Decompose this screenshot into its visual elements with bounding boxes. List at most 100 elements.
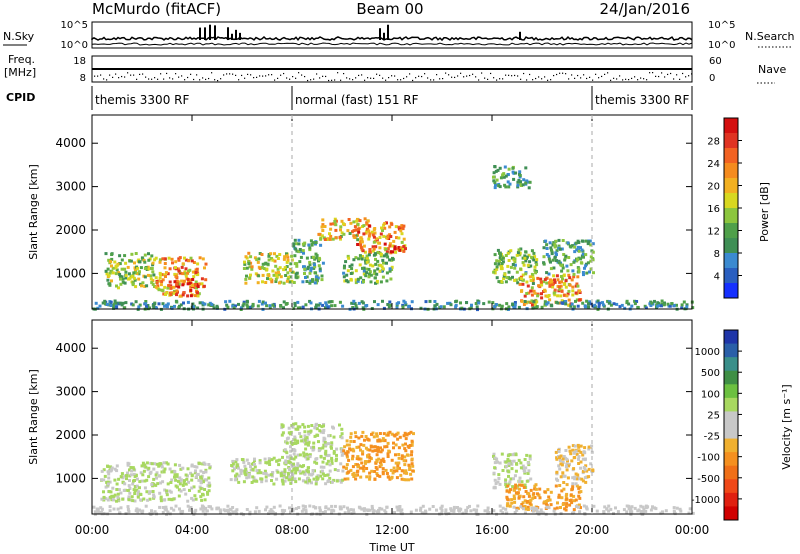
data-cell (507, 482, 511, 486)
data-cell (518, 487, 521, 491)
data-cell (483, 509, 487, 513)
data-cell (343, 477, 347, 481)
data-cell (521, 256, 525, 260)
data-cell (590, 450, 594, 454)
data-cell (642, 507, 646, 511)
data-cell (524, 466, 528, 470)
data-cell (187, 269, 190, 273)
data-cell (151, 282, 155, 286)
data-cell (151, 279, 155, 283)
data-cell (301, 242, 305, 246)
data-cell (373, 449, 377, 453)
data-cell (553, 288, 557, 292)
data-cell (245, 476, 249, 480)
data-cell (148, 490, 152, 494)
data-cell (184, 492, 188, 496)
data-cell (248, 306, 252, 310)
data-cell (553, 243, 557, 247)
data-cell (521, 464, 525, 468)
data-cell (144, 504, 148, 508)
data-cell (680, 303, 684, 307)
data-cell (623, 306, 627, 310)
data-cell (321, 431, 325, 435)
data-cell (367, 237, 371, 241)
nave-point (400, 79, 402, 81)
data-cell (340, 219, 344, 223)
data-cell (410, 453, 413, 457)
data-cell (400, 508, 404, 512)
nave-point (328, 79, 330, 82)
data-cell (296, 300, 300, 304)
data-cell (285, 451, 289, 455)
data-cell (326, 459, 330, 463)
data-cell (521, 282, 525, 286)
data-cell (410, 477, 414, 481)
data-cell (379, 252, 383, 256)
data-cell (388, 244, 392, 248)
nave-point (364, 79, 366, 81)
data-cell (685, 303, 689, 307)
nave-point (403, 77, 405, 80)
data-cell (373, 276, 377, 280)
data-cell (494, 303, 498, 307)
data-cell (531, 279, 535, 283)
data-cell (245, 458, 249, 462)
data-cell (392, 466, 396, 470)
data-cell (285, 252, 288, 256)
data-cell (561, 460, 565, 464)
data-cell (383, 439, 387, 443)
data-cell (581, 457, 585, 461)
data-cell (138, 480, 142, 484)
data-cell (335, 447, 339, 451)
data-cell (497, 477, 501, 480)
nave-point (424, 73, 426, 75)
data-cell (650, 301, 654, 305)
cpid-segment-label: normal (fast) 151 RF (295, 93, 419, 107)
data-cell (200, 498, 204, 502)
colorbar-tick-label: 16 (707, 204, 720, 215)
data-cell (301, 470, 305, 474)
data-cell (583, 468, 587, 472)
data-cell (367, 267, 371, 271)
data-cell (543, 278, 547, 282)
data-cell (363, 217, 367, 221)
data-cell (258, 459, 262, 463)
data-cell (365, 222, 369, 226)
data-cell (312, 447, 316, 451)
data-cell (389, 476, 393, 480)
data-cell (516, 484, 519, 488)
data-cell (390, 265, 394, 269)
data-cell (251, 304, 255, 308)
data-cell (660, 302, 664, 306)
data-cell (114, 266, 118, 270)
nave-point (637, 79, 639, 81)
nave-point (130, 74, 132, 76)
data-cell (602, 510, 606, 514)
data-cell (419, 306, 423, 310)
data-cell (150, 254, 154, 258)
data-cell (497, 473, 501, 477)
data-cell (278, 266, 282, 270)
data-cell (381, 299, 384, 303)
data-cell (561, 266, 565, 270)
data-cell (302, 438, 306, 442)
data-cell (584, 262, 588, 266)
data-cell (566, 292, 570, 296)
data-cell (156, 482, 160, 486)
data-cell (196, 262, 200, 266)
data-cell (534, 507, 537, 511)
data-cell (542, 511, 546, 515)
data-cell (184, 482, 188, 486)
data-cell (522, 263, 526, 267)
data-cell (207, 303, 211, 307)
data-cell (143, 486, 147, 490)
data-cell (543, 490, 547, 494)
nave-point (631, 77, 633, 80)
data-cell (154, 473, 158, 477)
data-cell (263, 262, 267, 266)
data-cell (522, 485, 526, 489)
data-cell (495, 265, 499, 269)
data-cell (371, 507, 374, 511)
data-cell (364, 267, 368, 271)
data-cell (290, 270, 294, 274)
